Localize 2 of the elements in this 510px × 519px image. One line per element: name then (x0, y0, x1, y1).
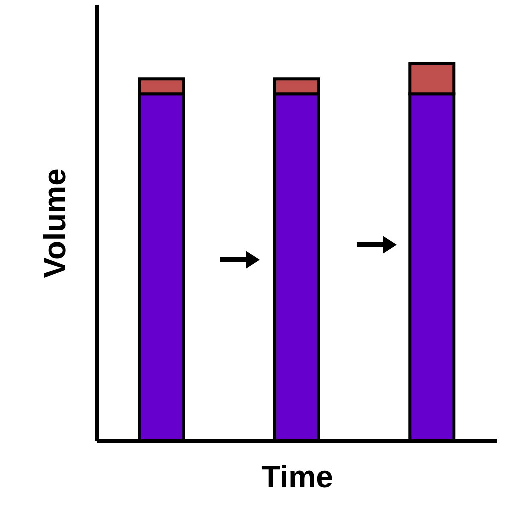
x-axis-title: Time (262, 460, 334, 494)
y-axis-title: Volume (38, 168, 72, 278)
